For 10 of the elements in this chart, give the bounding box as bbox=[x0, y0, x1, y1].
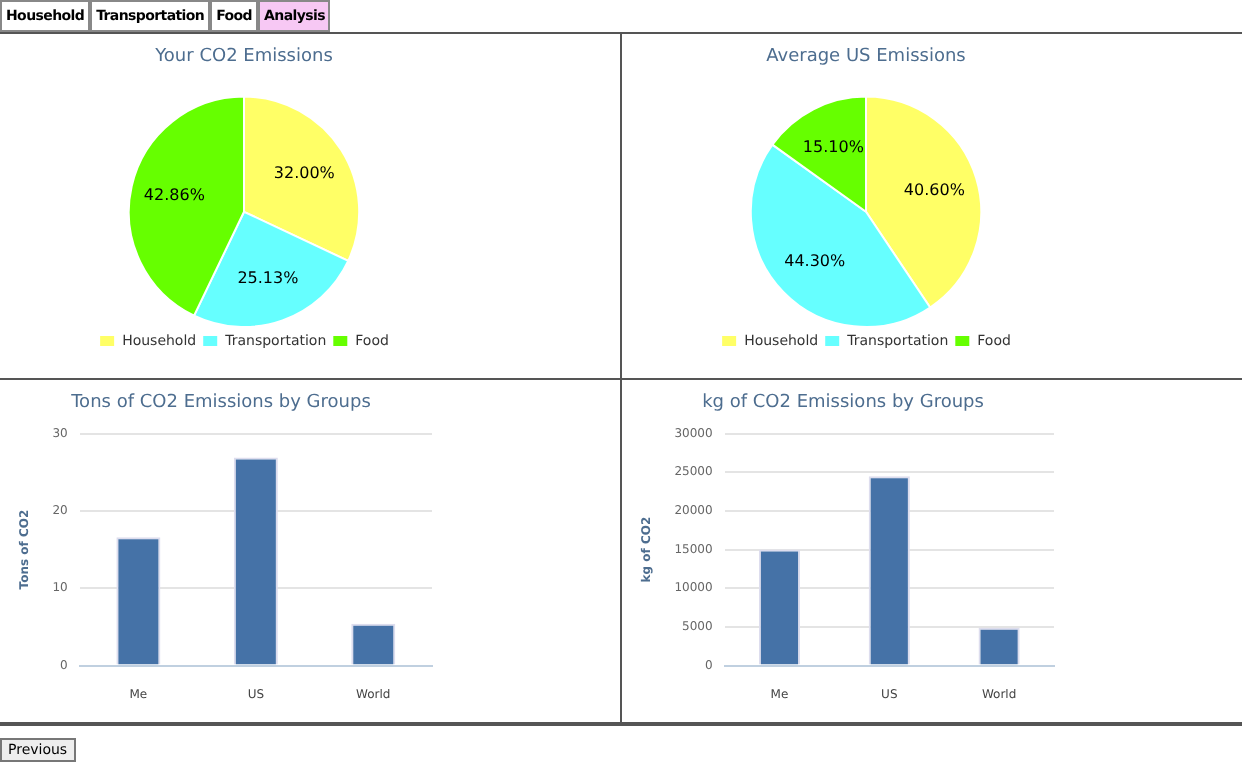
data-label: 15.10% bbox=[802, 138, 865, 157]
data-label: 42.86% bbox=[143, 186, 206, 205]
chart-title: Your CO2 Emissions bbox=[153, 47, 334, 68]
data-label: 44.30% bbox=[784, 251, 846, 270]
data-label: 32.00% bbox=[273, 163, 336, 182]
data-label: 25.13% bbox=[237, 269, 300, 288]
chart-title: kg of CO2 Emissions by Groups bbox=[702, 393, 985, 414]
chart-title: Tons of CO2 Emissions by Groups bbox=[69, 393, 372, 414]
chart-title: Average US Emissions bbox=[766, 47, 967, 68]
data-label: 40.60% bbox=[903, 181, 966, 200]
